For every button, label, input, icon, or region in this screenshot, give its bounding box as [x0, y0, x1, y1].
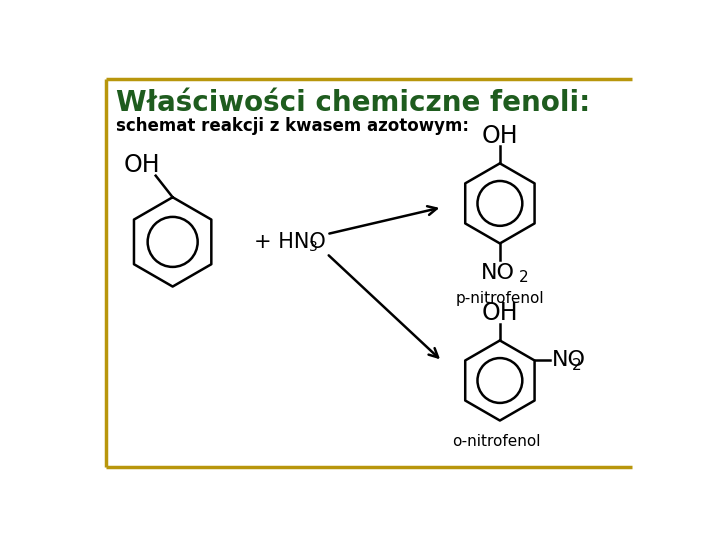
Text: 2: 2: [519, 270, 528, 285]
Text: 2: 2: [572, 357, 582, 373]
Text: NO: NO: [482, 262, 516, 283]
Text: OH: OH: [482, 124, 518, 147]
Text: o-nitrofenol: o-nitrofenol: [452, 434, 540, 449]
Text: OH: OH: [482, 301, 518, 325]
Text: + HNO: + HNO: [253, 232, 325, 252]
Text: schemat reakcji z kwasem azotowym:: schemat reakcji z kwasem azotowym:: [117, 117, 469, 136]
Text: 3: 3: [309, 240, 318, 254]
Text: NO: NO: [552, 350, 585, 370]
Text: p-nitrofenol: p-nitrofenol: [456, 291, 544, 306]
Text: OH: OH: [124, 153, 160, 177]
Text: Właściwości chemiczne fenoli:: Właściwości chemiczne fenoli:: [117, 89, 590, 117]
